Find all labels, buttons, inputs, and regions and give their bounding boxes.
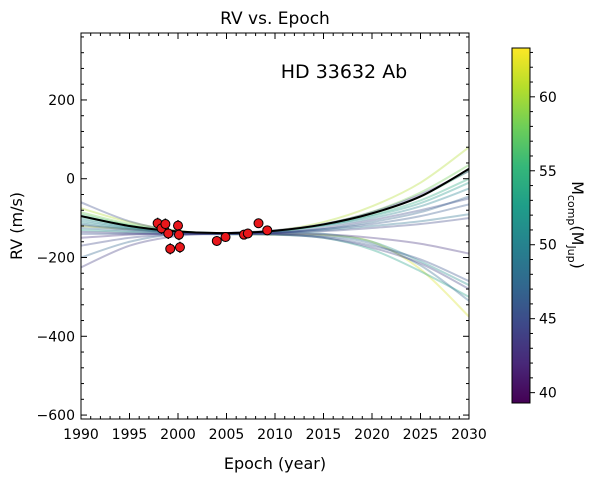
x-tick-label: 2000 <box>160 427 196 443</box>
colorbar-label-mid: (M <box>568 225 587 245</box>
rv-data-point <box>262 225 273 236</box>
orbit-sample-line <box>81 221 469 286</box>
orbit-sample-line <box>81 226 469 302</box>
rv-data-point <box>173 220 183 231</box>
colorbar-label-main: M <box>568 181 587 195</box>
orbit-sample-line <box>81 213 469 235</box>
x-tick-label: 1990 <box>63 427 99 443</box>
x-tick-label: 2015 <box>306 427 342 443</box>
y-axis-ticks: −600 −400 −200 0 200 <box>37 36 469 424</box>
colorbar-tick-label: 55 <box>539 164 557 180</box>
rv-data-point <box>174 242 185 253</box>
x-tick-label: 2025 <box>403 427 439 443</box>
x-axis-label: Epoch (year) <box>224 454 326 473</box>
y-tick-label: −400 <box>37 329 75 345</box>
orbit-sample-line <box>81 232 469 283</box>
rv-data-point <box>173 229 184 240</box>
orbit-sample-line <box>81 230 469 290</box>
y-tick-label: 200 <box>48 93 75 109</box>
y-tick-label: −200 <box>37 251 75 267</box>
rv-data-points <box>152 217 273 255</box>
orbit-sample-line <box>81 203 469 235</box>
y-axis-label: RV (m/s) <box>7 192 26 260</box>
colorbar-tick-label: 45 <box>539 312 557 328</box>
y-tick-label: 0 <box>66 172 75 188</box>
orbit-sample-line <box>81 197 469 236</box>
x-axis-ticks: 1990 1995 2000 2005 2010 2015 2020 2025 2030 <box>63 33 487 443</box>
colorbar-label: Mcomp(MJup) <box>565 181 587 269</box>
colorbar-tick-label: 60 <box>539 90 557 106</box>
x-tick-label: 2030 <box>451 427 487 443</box>
rv-data-point <box>220 232 231 243</box>
x-tick-label: 2020 <box>354 427 390 443</box>
orbit-sample-curves <box>81 146 469 318</box>
colorbar-label-sub2: Jup <box>565 244 578 262</box>
colorbar-tick-label: 40 <box>539 386 557 402</box>
rv-data-point <box>160 219 171 230</box>
rv-data-point <box>211 235 222 246</box>
rv-data-point <box>163 228 174 239</box>
plot-area <box>81 146 469 318</box>
colorbar-ticks: 40 45 50 55 60 <box>530 51 557 402</box>
x-tick-label: 2010 <box>257 427 293 443</box>
colorbar-tick-label: 50 <box>539 238 557 254</box>
best-fit-curve <box>81 168 469 235</box>
colorbar-label-sub1: comp <box>565 195 578 225</box>
x-tick-label: 1995 <box>112 427 148 443</box>
rv-data-point <box>165 243 176 254</box>
orbit-sample-line <box>81 217 469 247</box>
orbit-sample-line <box>81 225 469 318</box>
colorbar-label-end: ) <box>568 263 587 269</box>
orbit-sample-line <box>81 169 469 269</box>
orbit-sample-line <box>81 195 469 259</box>
chart-title: RV vs. Epoch <box>220 9 330 29</box>
orbit-sample-line <box>81 228 469 298</box>
colorbar-gradient <box>511 47 531 404</box>
x-tick-label: 2005 <box>209 427 245 443</box>
colorbar: 40 45 50 55 60 Mcomp(MJup) <box>511 47 587 404</box>
orbit-sample-line <box>81 232 469 255</box>
rv-data-point <box>253 218 264 229</box>
orbit-sample-line <box>81 146 469 235</box>
rv-data-point <box>242 228 253 239</box>
plot-annotation: HD 33632 Ab <box>281 61 408 83</box>
y-tick-label: −600 <box>37 408 75 424</box>
